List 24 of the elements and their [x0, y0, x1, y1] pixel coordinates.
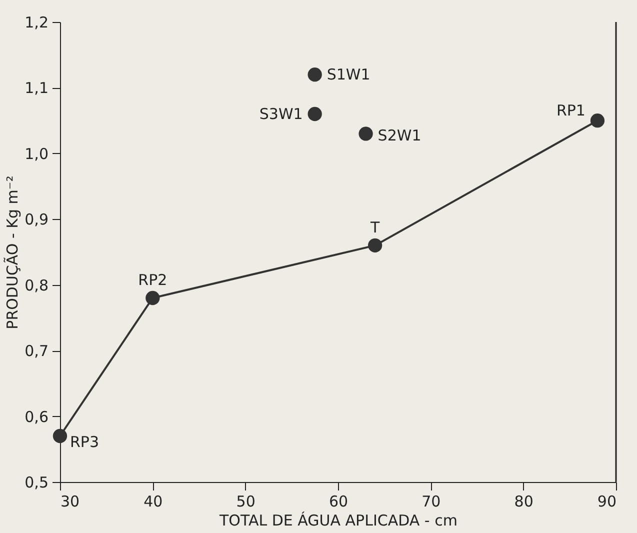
x-tick-label: 30 [60, 492, 80, 510]
x-axis-title: TOTAL DE ÁGUA APLICADA - cm [218, 512, 458, 530]
annotation: S1W1 [326, 66, 370, 84]
annotation: T [369, 218, 380, 236]
annotation: S2W1 [378, 126, 422, 145]
y-tick-label: 1,2 [24, 14, 48, 32]
y-tick-label: 1,1 [24, 79, 48, 98]
x-tick-label: 60 [328, 492, 348, 510]
x-tick-label: 50 [236, 492, 256, 510]
y-tick-label: 0,5 [24, 474, 48, 492]
y-tick-label: 0,7 [24, 342, 48, 360]
annotation: S3W1 [259, 105, 303, 123]
x-tick-label: 80 [514, 492, 534, 510]
annotation: RP1 [556, 102, 586, 120]
y-tick-label: 0,9 [24, 210, 48, 229]
x-tick-label: 70 [422, 492, 441, 510]
y-tick-label: 0,8 [24, 276, 48, 294]
annotation: RP2 [138, 271, 168, 289]
x-tick-label: 40 [144, 492, 163, 510]
y-axis-title: PRODUÇÃO - Kg m⁻² [4, 176, 22, 330]
x-tick-label: 90 [597, 492, 616, 510]
y-tick-label: 0,6 [24, 408, 48, 426]
annotation: RP3 [70, 433, 100, 451]
y-tick-label: 1,0 [24, 144, 48, 163]
